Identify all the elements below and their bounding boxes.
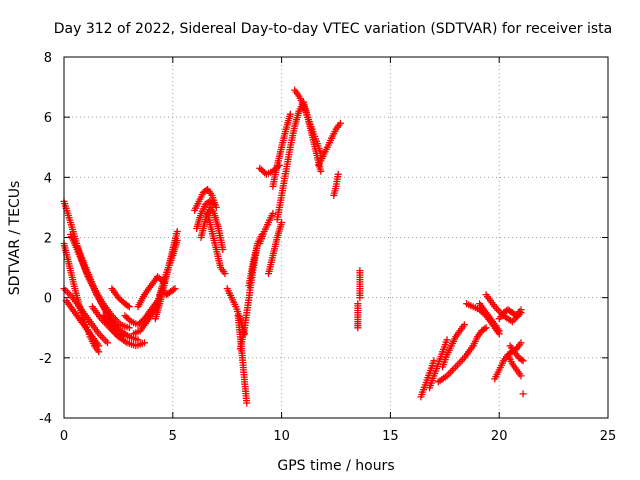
y-tick-label: 4 [44, 171, 52, 186]
data-point [518, 356, 526, 364]
data-point [119, 333, 127, 341]
data-point [259, 167, 267, 175]
x-tick-label: 25 [600, 429, 617, 444]
x-tick-label: 20 [491, 429, 508, 444]
data-point [95, 342, 103, 350]
data-point [155, 274, 163, 282]
data-point [209, 199, 217, 207]
data-point [171, 285, 179, 293]
x-tick-label: 0 [60, 429, 68, 444]
data-point [336, 119, 344, 127]
data-point [519, 357, 527, 365]
data-point [258, 166, 265, 174]
data-point [141, 339, 148, 347]
data-point [482, 324, 490, 332]
grid-lines [64, 57, 608, 418]
data-point [170, 286, 177, 294]
data-point [173, 228, 181, 235]
y-tick-label: -2 [39, 352, 52, 367]
data-point [481, 325, 489, 333]
data-point [118, 297, 126, 305]
data-point [124, 302, 132, 310]
data-point [517, 339, 525, 347]
data-point [495, 327, 503, 335]
data-point [125, 324, 133, 332]
data-point [154, 273, 162, 281]
data-points [60, 86, 527, 407]
chart-title: Day 312 of 2022, Sidereal Day-to-day VTE… [54, 21, 612, 37]
data-point [243, 399, 251, 407]
data-point [173, 237, 181, 244]
x-tick-label: 5 [169, 429, 177, 444]
data-point [104, 339, 111, 347]
x-tick-label: 15 [382, 429, 399, 444]
x-axis-label: GPS time / hours [277, 458, 394, 474]
data-point [443, 336, 451, 344]
y-tick-label: -4 [39, 412, 52, 427]
data-point [210, 200, 218, 208]
y-tick-label: 2 [44, 232, 52, 247]
data-point [114, 294, 122, 302]
data-point [317, 167, 325, 175]
data-point [124, 315, 132, 323]
data-point [519, 390, 527, 398]
data-point [517, 372, 525, 380]
data-point [448, 367, 456, 374]
data-point [334, 170, 342, 178]
data-point [219, 246, 227, 253]
data-point [125, 303, 133, 311]
y-axis-label: SDTVAR / TECUs [7, 181, 23, 296]
data-point [221, 270, 229, 278]
data-point [354, 324, 362, 332]
y-tick-label: 0 [44, 292, 52, 307]
data-point [278, 219, 286, 226]
plot-frame [63, 56, 609, 419]
data-point [356, 294, 364, 302]
data-point [134, 321, 142, 329]
y-tick-label: 6 [44, 111, 52, 126]
data-point [269, 209, 277, 217]
data-point [95, 348, 103, 356]
y-tick-label: 8 [44, 51, 52, 66]
tick-labels: 0 5 10 15 20 25 -4 -2 0 2 4 6 8 [39, 51, 616, 444]
data-point [517, 306, 525, 314]
data-point [460, 321, 468, 329]
data-point [286, 110, 294, 118]
x-tick-label: 10 [273, 429, 290, 444]
data-point [123, 313, 131, 321]
